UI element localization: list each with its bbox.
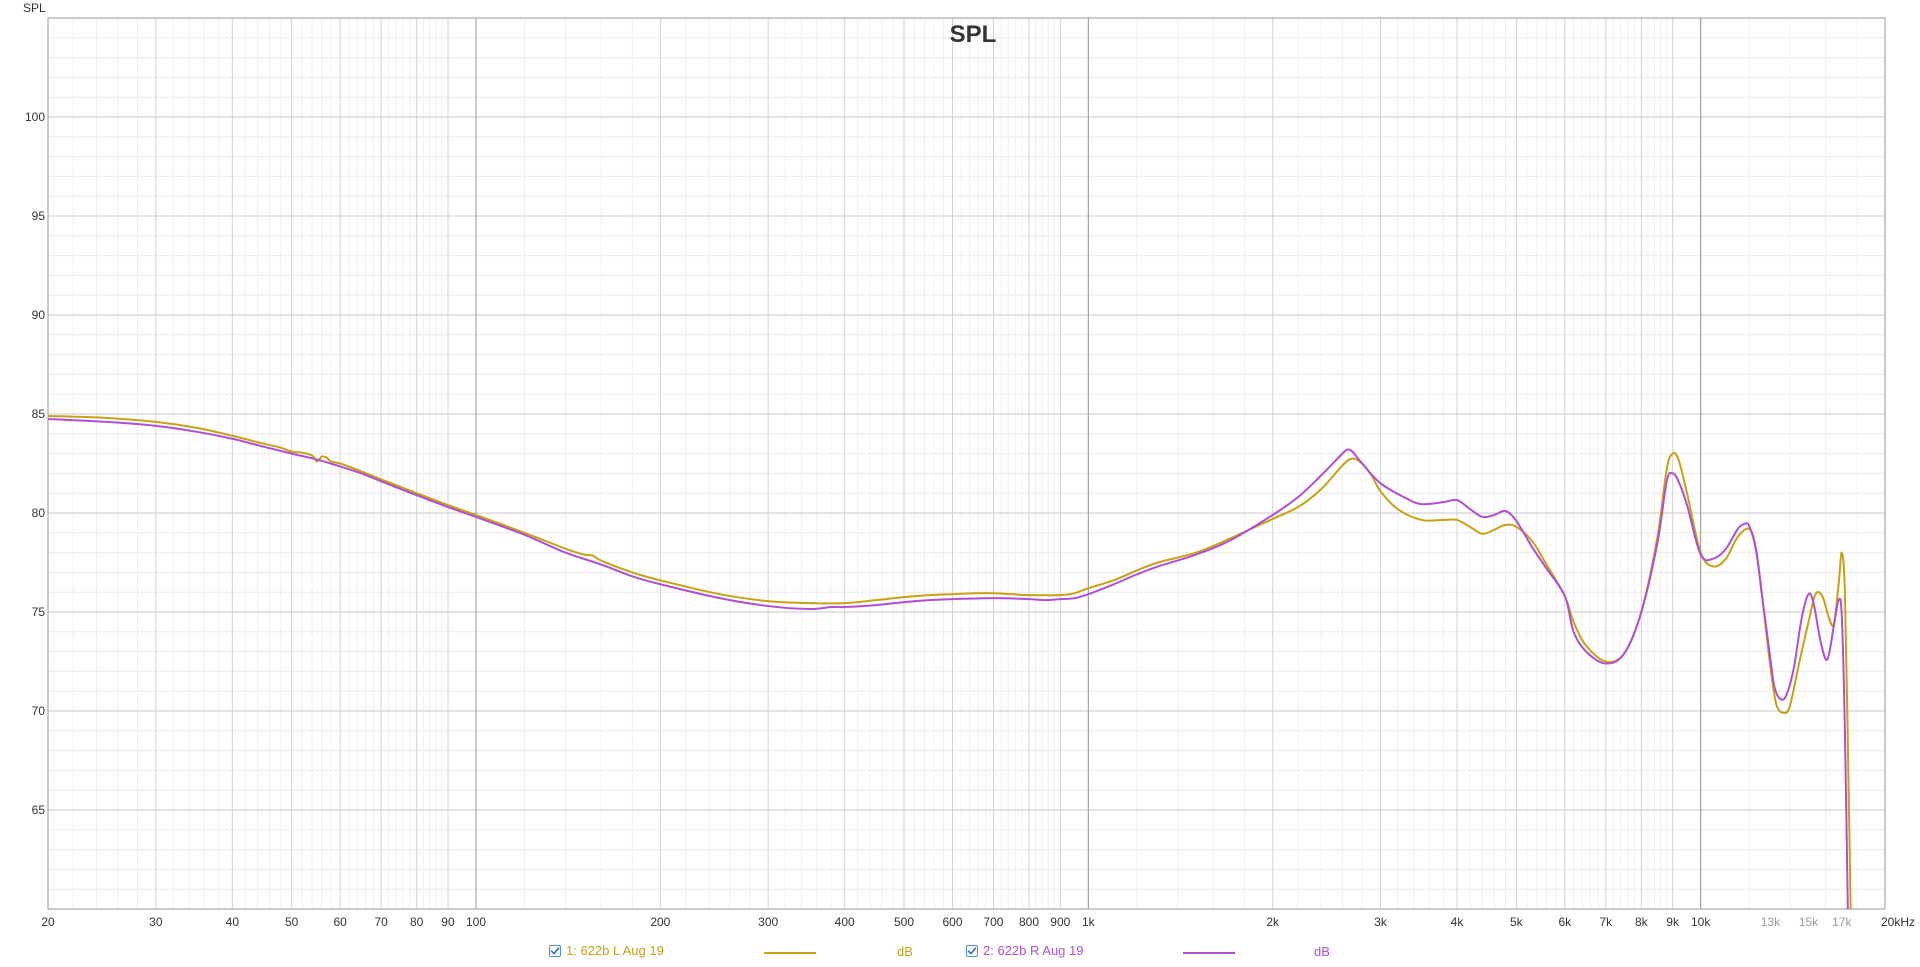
y-tick-labels: 65 70 75 80 85 90 95 100	[25, 110, 45, 817]
legend-swatch-line-1	[764, 952, 816, 954]
x-tick-label: 40	[226, 915, 240, 929]
legend-checkbox-2[interactable]	[966, 944, 978, 957]
check-icon	[550, 946, 560, 954]
legend-series-name: 2: 622b R Aug 19	[983, 943, 1084, 958]
x-tick-label: 20kHz	[1881, 915, 1915, 929]
x-tick-label: 700	[983, 915, 1003, 929]
y-tick-label: 95	[32, 209, 46, 223]
x-tick-label: 400	[835, 915, 855, 929]
x-tick-labels: 20 30 40 50 60 70 80 90 100 200 300 400 500 600 700 800…	[41, 915, 1915, 929]
x-tick-label: 900	[1050, 915, 1070, 929]
y-tick-label: 75	[32, 605, 46, 619]
x-tick-label: 200	[650, 915, 670, 929]
x-tick-label: 500	[894, 915, 914, 929]
x-tick-label: 600	[942, 915, 962, 929]
x-tick-label: 70	[374, 915, 388, 929]
legend-swatch-line-2	[1183, 952, 1235, 954]
legend-unit-label: dB	[1314, 944, 1330, 959]
x-tick-label: 100	[466, 915, 486, 929]
x-tick-label: 20	[41, 915, 55, 929]
check-icon	[967, 946, 977, 954]
x-tick-label: 13k	[1761, 915, 1781, 929]
x-tick-label: 6k	[1558, 915, 1572, 929]
x-tick-label: 60	[333, 915, 347, 929]
y-tick-label: 65	[32, 803, 46, 817]
x-tick-label: 9k	[1666, 915, 1680, 929]
y-tick-label: 80	[32, 506, 46, 520]
y-tick-label: 90	[32, 308, 46, 322]
x-tick-label: 17k	[1832, 915, 1852, 929]
y-tick-label: 70	[32, 704, 46, 718]
x-tick-label: 300	[758, 915, 778, 929]
x-tick-label: 5k	[1510, 915, 1524, 929]
x-tick-label: 1k	[1082, 915, 1096, 929]
plot-frame	[47, 17, 1886, 910]
x-tick-label: 8k	[1635, 915, 1649, 929]
legend-item-1[interactable]: 1: 622b L Aug 19	[549, 943, 664, 958]
x-tick-label: 15k	[1799, 915, 1819, 929]
y-tick-label: 85	[32, 407, 46, 421]
x-tick-label: 80	[410, 915, 424, 929]
series-layer	[48, 414, 1852, 909]
x-tick-label: 3k	[1374, 915, 1388, 929]
y-tick-label: 100	[25, 110, 45, 124]
x-tick-label: 10k	[1691, 915, 1711, 929]
x-tick-label: 30	[149, 915, 163, 929]
x-tick-label: 7k	[1599, 915, 1613, 929]
x-tick-label: 90	[441, 915, 455, 929]
minor-grid	[48, 18, 1885, 909]
x-tick-label: 2k	[1266, 915, 1280, 929]
x-tick-label: 800	[1019, 915, 1039, 929]
chart-title: SPL	[950, 21, 997, 48]
legend-unit-label: dB	[897, 944, 913, 959]
legend-checkbox-1[interactable]	[549, 944, 561, 957]
legend-series-name: 1: 622b L Aug 19	[566, 943, 664, 958]
legend-item-2[interactable]: 2: 622b R Aug 19	[966, 943, 1083, 958]
x-tick-label: 50	[285, 915, 299, 929]
series-line-2	[48, 417, 1849, 909]
y-axis-label: SPL	[23, 1, 46, 15]
x-tick-label: 4k	[1451, 915, 1465, 929]
